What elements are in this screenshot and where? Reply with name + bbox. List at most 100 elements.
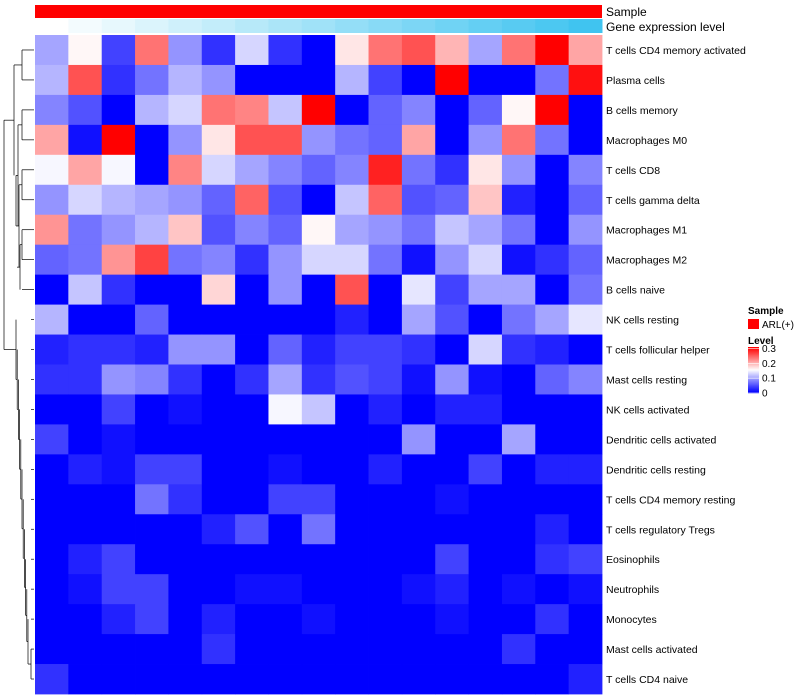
level-legend-gradient-step [748,359,759,362]
level-legend-gradient-step [748,352,759,355]
heatmap-cell [468,604,503,635]
heatmap-cell [335,124,369,156]
heatmap-cell [168,664,203,695]
heatmap-cell [568,274,603,305]
heatmap-cell [235,454,269,485]
heatmap-cell [535,454,570,485]
heatmap-cell [335,274,369,305]
level-legend-gradient-step [748,391,759,394]
heatmap-cell [235,244,269,276]
heatmap-cell [201,94,236,126]
heatmap-cell [435,664,469,695]
heatmap-cell [368,304,403,335]
row-label: T cells CD4 naive [606,674,688,686]
row-label: T cells gamma delta [606,195,700,207]
heatmap-cell [401,424,436,455]
heatmap-cell [135,124,169,156]
heatmap-cell [268,484,303,515]
heatmap-cell [68,274,103,305]
heatmap-cell [335,94,369,126]
heatmap-cell [535,274,570,305]
heatmap-cell [201,484,236,515]
row-label: Macrophages M1 [606,225,687,237]
heatmap-cell [201,604,236,635]
level-legend-gradient-step [748,356,759,358]
heatmap-cell [101,154,136,186]
heatmap-cell [301,124,336,156]
heatmap-cell [535,364,570,395]
heatmap-cell [235,544,269,575]
heatmap-cell [68,454,103,485]
heatmap-cell [468,424,503,455]
heatmap-cell [135,484,169,515]
heatmap-cell [101,124,136,156]
row-label: NK cells resting [606,315,679,327]
heatmap-cell [135,334,169,365]
level-legend-gradient-step [748,374,759,377]
heatmap-cell [68,35,103,66]
heatmap-cell [101,364,136,395]
heatmap-cell [235,124,269,156]
heatmap-cell [301,394,336,425]
heatmap-cell [368,244,403,276]
heatmap-cell [368,574,403,605]
level-legend-gradient-step [748,384,759,387]
heatmap-cell [301,664,336,695]
heatmap-cell [468,64,503,96]
level-legend-gradient-step [748,361,759,364]
heatmap-cell [201,304,236,335]
heatmap-cell [435,514,469,545]
level-legend-gradient-step [748,357,759,359]
heatmap-cell [168,274,203,305]
heatmap-cell [401,454,436,485]
heatmap-cell [501,35,536,66]
level-legend-gradient-step [748,360,759,363]
level-legend-gradient-step [748,378,759,380]
level-legend-gradient-step [748,349,759,351]
heatmap-cell [68,514,103,545]
heatmap-cell [235,604,269,635]
heatmap-cell [168,574,203,605]
heatmap-cell [201,394,236,425]
row-label: Plasma cells [606,75,665,87]
heatmap-cell [435,364,469,395]
heatmap-cell [535,424,570,455]
heatmap-cell [101,454,136,485]
heatmap-cell [335,244,369,276]
heatmap-cell [268,424,303,455]
heatmap-cell [135,604,169,635]
expression-annotation-cell [135,19,169,33]
heatmap-cell [568,484,603,515]
heatmap-cell [201,634,236,665]
heatmap-cell [368,604,403,635]
heatmap-cell [268,274,303,305]
sample-annotation-bar [35,5,602,18]
heatmap-cell [501,334,536,365]
heatmap-cell [468,574,503,605]
level-legend-tick-label: 0 [762,389,768,400]
heatmap-cell [401,544,436,575]
level-legend-gradient-step [748,358,759,361]
expression-annotation-cell [168,19,203,33]
row-label: T cells CD8 [606,165,660,177]
heatmap-cell [168,394,203,425]
heatmap-cell [268,124,303,156]
heatmap-cell [235,424,269,455]
heatmap-cell [435,604,469,635]
row-dendrogram [3,49,34,680]
row-label: Dendritic cells resting [606,464,706,476]
heatmap-cell [368,634,403,665]
level-legend-gradient-step [748,390,759,393]
heatmap-cell [268,664,303,695]
heatmap-cell [101,574,136,605]
level-legend-gradient-step [748,355,759,357]
row-label: Mast cells resting [606,374,687,386]
heatmap-cell [201,184,236,216]
heatmap-cell [435,304,469,335]
heatmap-cell [568,574,603,605]
heatmap-cell [501,424,536,455]
expression-annotation-cell [435,19,470,33]
heatmap-cell [168,364,203,395]
heatmap-cell [101,514,136,545]
heatmap-cell [368,184,403,216]
